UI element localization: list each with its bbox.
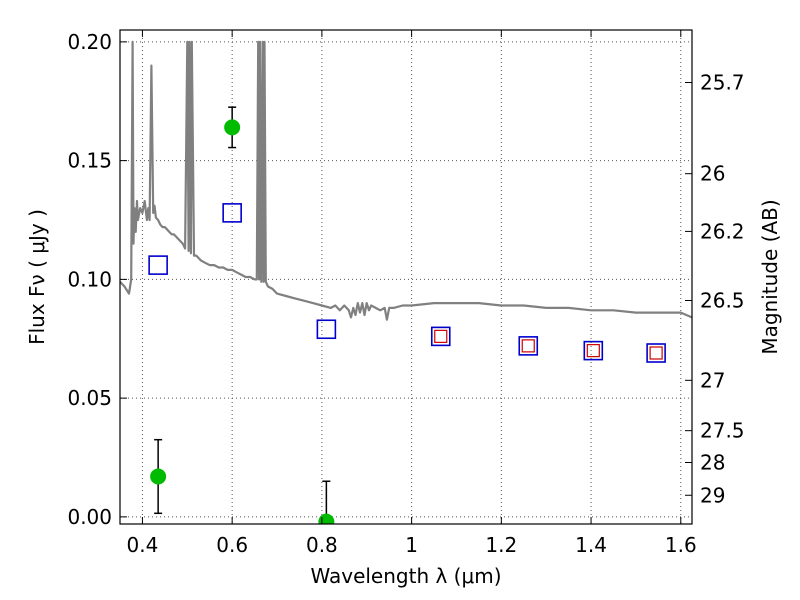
measurement-point <box>150 468 167 485</box>
x-tick-label: 0.4 <box>127 533 159 557</box>
x-tick-label: 0.6 <box>216 533 248 557</box>
model-photometry-point <box>430 326 451 347</box>
y2-tick-label: 26.2 <box>700 219 745 243</box>
model-photometry-point <box>148 255 168 275</box>
y2-tick-label: 26 <box>700 162 725 186</box>
model-photometry-point <box>583 340 604 361</box>
observed-photometry-point <box>521 339 535 353</box>
y2-tick-label: 25.7 <box>700 70 745 94</box>
grid-lines <box>120 30 692 524</box>
measurement-point <box>224 119 241 136</box>
measurement-point <box>318 513 335 524</box>
x-tick-label: 1.2 <box>485 533 517 557</box>
plot-frame <box>119 29 693 525</box>
y-axis-label: Flux Fν ( μJy ) <box>25 209 49 345</box>
y-tick-label: 0.20 <box>67 30 112 54</box>
observed-photometry-point <box>586 344 600 358</box>
x-tick-label: 1.4 <box>575 533 607 557</box>
y2-tick-label: 27 <box>700 368 725 392</box>
x-axis-label: Wavelength λ (μm) <box>310 564 501 588</box>
plot-series <box>120 40 692 524</box>
y-tick-label: 0.10 <box>67 267 112 291</box>
y2-tick-label: 28 <box>700 450 725 474</box>
sed-model-line <box>120 40 692 321</box>
y-tick-label: 0.00 <box>67 505 112 529</box>
observed-photometry-point <box>434 329 448 343</box>
y-tick-label: 0.05 <box>67 386 112 410</box>
y2-axis-label: Magnitude (AB) <box>758 199 782 354</box>
x-tick-label: 1.6 <box>665 533 697 557</box>
y2-tick-label: 27.5 <box>700 419 745 443</box>
model-photometry-point <box>222 203 242 223</box>
axis-ticks: 0.4 0.6 0.8 1 1.2 1.4 1.6 0.00 0.05 0.10 0.15 0.20 2… <box>67 30 744 557</box>
x-tick-label: 0.8 <box>306 533 338 557</box>
y-tick-label: 0.15 <box>67 149 112 173</box>
model-photometry-point <box>646 343 666 363</box>
observed-photometry-point <box>649 346 663 360</box>
x-tick-label: 1 <box>405 533 418 557</box>
y2-tick-label: 26.5 <box>700 289 745 313</box>
y2-tick-label: 29 <box>700 483 725 507</box>
model-photometry-point <box>316 319 337 340</box>
model-photometry-point <box>518 336 539 356</box>
